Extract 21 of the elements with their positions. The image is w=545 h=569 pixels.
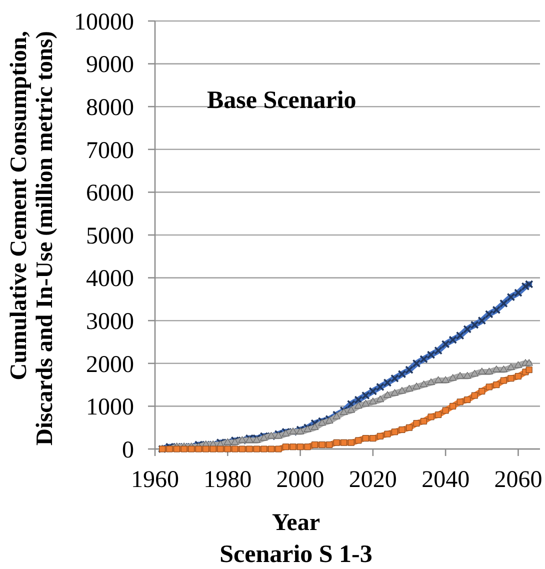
x-tick-label: 2000 xyxy=(276,467,324,493)
y-axis-title: Cumulative Cement Consumption, Discards and In-Use (million metric tons) xyxy=(6,31,58,446)
text: Base Scenario xyxy=(207,87,356,114)
x-tick-label: 1960 xyxy=(131,467,179,493)
x-tick-label: 2040 xyxy=(422,467,470,493)
x-tick-label: 2020 xyxy=(348,467,397,493)
x-tick-label: 1980 xyxy=(204,467,252,493)
y-tick-label: 6000 xyxy=(86,180,134,207)
y-tick-label: 0 xyxy=(122,437,134,464)
y-tick-label: 7000 xyxy=(86,138,134,164)
x-axis-title: Year xyxy=(272,510,320,536)
text: Scenario S 1-3 xyxy=(220,541,372,568)
y-tick-label: 10000 xyxy=(74,9,134,36)
y-tick-label: 3000 xyxy=(86,309,134,335)
y-tick-label: 9000 xyxy=(86,52,134,78)
y-tick-label: 1000 xyxy=(86,394,134,421)
y-tick-label: 2000 xyxy=(86,352,134,378)
x-tick-label: 2060 xyxy=(494,467,542,493)
y-tick-label: 4000 xyxy=(86,266,134,292)
y-tick-label: 8000 xyxy=(86,95,134,121)
y-tick-label: 5000 xyxy=(86,223,134,250)
